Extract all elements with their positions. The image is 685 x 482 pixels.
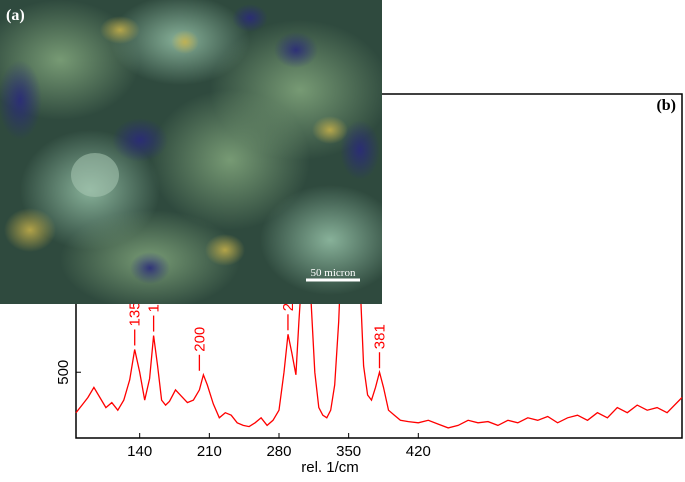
micrograph-photo: (a) 50 micron bbox=[0, 0, 382, 304]
panel-label-a: (a) bbox=[6, 7, 25, 24]
x-tick-label: 350 bbox=[336, 443, 361, 460]
y-tick-label: 500 bbox=[55, 360, 72, 385]
x-axis: 140 210 280 350 420 bbox=[127, 433, 431, 460]
panel-label-b: (b) bbox=[656, 97, 676, 114]
micrograph-image: (a) 50 micron bbox=[0, 0, 382, 304]
scale-bar-label: 50 micron bbox=[311, 267, 356, 279]
peak-label: 381 bbox=[371, 324, 388, 349]
x-tick-label: 280 bbox=[266, 443, 291, 460]
x-axis-label: rel. 1/cm bbox=[301, 459, 359, 476]
peak-label: 135 bbox=[127, 301, 144, 326]
x-tick-label: 210 bbox=[197, 443, 222, 460]
x-tick-label: 140 bbox=[127, 443, 152, 460]
x-tick-label: 420 bbox=[406, 443, 431, 460]
spectrum-line bbox=[75, 131, 683, 429]
peak-label: 200 bbox=[191, 327, 208, 352]
